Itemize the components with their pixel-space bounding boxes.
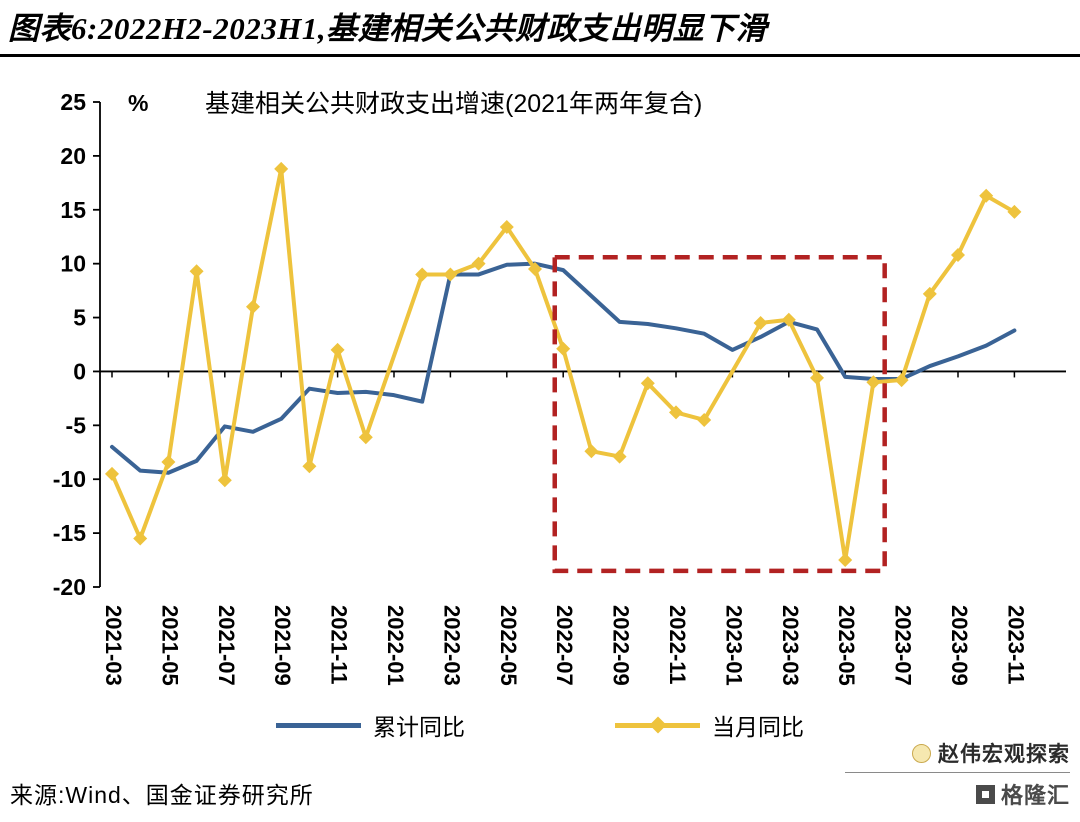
diamond-marker-icon [753, 315, 768, 330]
series-monthly-yoy [105, 161, 1022, 568]
x-tick-label: 2022-01 [383, 605, 408, 686]
y-tick-label: 25 [60, 89, 86, 115]
y-tick-label: 5 [73, 305, 86, 331]
x-tick-label: 2021-07 [214, 605, 239, 686]
diamond-marker-icon [105, 466, 119, 481]
diamond-marker-icon [217, 473, 232, 488]
source-text: 来源:Wind、国金证券研究所 [10, 782, 314, 808]
diamond-marker-icon [922, 286, 937, 301]
diamond-marker-icon [302, 459, 317, 474]
diamond-marker-icon [866, 375, 881, 390]
diamond-marker-icon [471, 256, 486, 271]
diamond-marker-icon [584, 444, 599, 459]
diamond-marker-icon [979, 188, 994, 203]
legend-line-swatch-monthly [615, 716, 700, 733]
brand-block: 赵伟宏观探索 格隆汇 [845, 738, 1070, 810]
y-tick-label: 15 [60, 197, 86, 223]
brand-row: 赵伟宏观探索 [912, 738, 1070, 768]
series-cumulative-yoy [110, 261, 1017, 475]
x-tick-label: 2022-11 [665, 605, 690, 685]
legend-label-cumulative: 累计同比 [373, 714, 465, 740]
y-tick-label: 0 [73, 358, 86, 384]
diamond-marker-icon [669, 405, 683, 420]
x-tick-label: 2022-07 [552, 605, 577, 686]
diamond-marker-icon [161, 454, 176, 469]
diamond-marker-icon [528, 262, 542, 277]
figure-footer: 来源:Wind、国金证券研究所 赵伟宏观探索 格隆汇 [0, 743, 1080, 822]
diamond-marker-icon [358, 430, 373, 445]
legend-label-monthly: 当月同比 [712, 714, 804, 740]
diamond-marker-icon [697, 412, 712, 427]
legend-item-cumulative-yoy: 累计同比 [276, 708, 465, 742]
x-tick-label: 2023-11 [1003, 605, 1028, 685]
x-axis [100, 370, 1066, 378]
legend-line-swatch-cumulative [276, 722, 361, 728]
brand-divider [845, 772, 1070, 773]
highlight-box [552, 254, 887, 574]
chart-legend: 累计同比 当月同比 [0, 705, 1080, 745]
y-tick-label: -20 [53, 574, 86, 600]
gelonghui-logo: 格隆汇 [975, 778, 1070, 810]
brand-name: 赵伟宏观探索 [938, 743, 1070, 766]
diamond-marker-icon [246, 299, 260, 314]
y-tick-label: -10 [53, 466, 86, 492]
y-axis: 25 20 15 10 5 0 -5 -10 -15 -20 [53, 89, 101, 600]
x-axis-labels: 2021-03 2021-05 2021-07 2021-09 2021-11 2022-… [101, 605, 1028, 686]
x-tick-label: 2022-05 [496, 605, 521, 686]
diamond-marker-icon [810, 370, 824, 385]
line-chart-svg: 25 20 15 10 5 0 -5 -10 -15 -20% 基建相关公共财政支出增速(2021年… [53, 89, 1066, 686]
x-tick-label: 2021-03 [101, 605, 126, 686]
legend-item-monthly-yoy: 当月同比 [615, 708, 804, 742]
x-tick-label: 2023-01 [721, 605, 746, 686]
diamond-marker-icon [612, 449, 627, 464]
diamond-marker-icon [1007, 204, 1022, 219]
diamond-marker-icon [274, 161, 289, 176]
x-tick-label: 2021-09 [270, 605, 295, 686]
x-tick-label: 2021-05 [157, 605, 182, 686]
x-tick-label: 2023-05 [834, 605, 859, 686]
chart-area: 25 20 15 10 5 0 -5 -10 -15 -20% 基建相关公共财政支出增速(2021年… [0, 57, 1080, 705]
x-tick-label: 2023-03 [778, 605, 803, 686]
diamond-marker-icon [330, 342, 345, 357]
x-tick-label: 2021-11 [327, 605, 352, 685]
x-tick-label: 2023-07 [891, 605, 916, 686]
x-tick-label: 2023-09 [947, 605, 972, 686]
diamond-marker-icon [556, 341, 571, 356]
gelonghui-logo-text: 格隆汇 [1000, 783, 1070, 808]
diamond-marker-icon [894, 373, 909, 388]
y-tick-label: -5 [66, 412, 87, 438]
y-tick-label: 20 [60, 143, 86, 169]
figure-header: 图表6:2022H2-2023H1,基建相关公共财政支出明显下滑 [0, 0, 1080, 57]
diamond-marker-icon [443, 267, 458, 282]
diamond-marker-icon [499, 220, 514, 235]
chick-avatar-icon [912, 743, 931, 763]
unit-label: % [128, 90, 148, 116]
chart-inner-title: 基建相关公共财政支出增速(2021年两年复合) [205, 90, 702, 118]
x-tick-label: 2022-03 [439, 605, 464, 686]
diamond-marker-icon [640, 376, 655, 391]
figure-title: 图表6:2022H2-2023H1,基建相关公共财政支出明显下滑 [8, 11, 768, 46]
y-tick-label: -15 [53, 520, 86, 546]
diamond-marker-icon [133, 531, 148, 546]
diamond-marker-icon [781, 312, 796, 327]
diamond-marker-icon [189, 264, 204, 279]
diamond-marker-icon [415, 267, 430, 282]
diamond-marker-icon [838, 553, 853, 568]
legend-diamond-marker-icon [649, 716, 667, 733]
x-tick-label: 2022-09 [609, 605, 634, 686]
y-tick-label: 10 [60, 251, 86, 277]
gelonghui-logo-icon [975, 784, 995, 804]
diamond-marker-icon [951, 248, 965, 263]
